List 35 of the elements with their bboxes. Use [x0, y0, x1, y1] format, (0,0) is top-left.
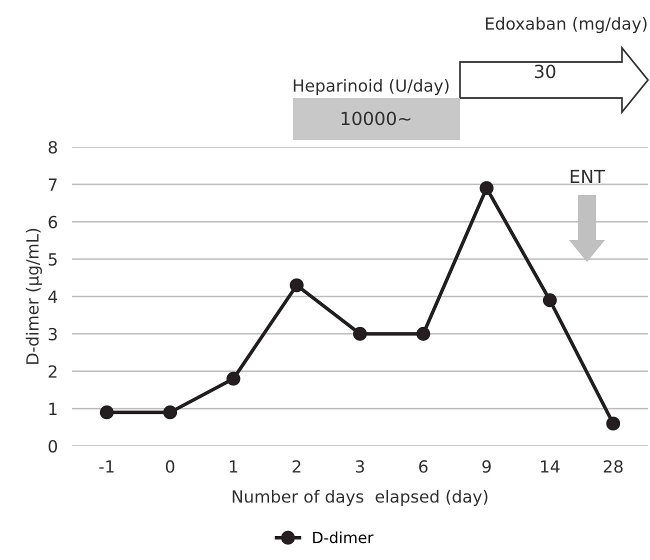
y-tick-label: 2: [48, 365, 56, 378]
y-tick-label: 1: [49, 402, 57, 415]
y-tick-label: 3: [48, 328, 57, 340]
point: [290, 278, 304, 292]
text: Edoxaban (mg/day): [486, 16, 647, 34]
x-tick-label: -1: [99, 460, 114, 473]
y-tick-label: 8: [48, 140, 57, 154]
point: [416, 326, 430, 341]
point: [480, 181, 494, 196]
y-axis-title: D-dimer (μg/mL): [26, 228, 42, 364]
point: [100, 405, 114, 420]
point: [606, 416, 620, 431]
x-tick-label: 0: [166, 460, 174, 473]
y-tick-label: 6: [48, 216, 58, 228]
y-tick-label: 5: [48, 253, 57, 266]
x-tick-label: 9: [482, 460, 491, 473]
point: [163, 405, 178, 420]
y-tick-label: 4: [48, 290, 58, 303]
x-axis-title: Number of days elapsed (day): [232, 490, 488, 506]
legend-label: D-dimer: [313, 531, 374, 544]
y-tick-label: 0: [48, 440, 58, 453]
x-tick-label: 1: [230, 460, 238, 473]
point: [226, 372, 240, 386]
text: 10000~: [342, 112, 410, 126]
x-tick-label: 3: [356, 460, 364, 473]
text: 30: [534, 64, 556, 78]
x-tick-label: 6: [419, 460, 428, 473]
point: [353, 326, 367, 341]
text: Heparinoid (U/day): [294, 78, 449, 96]
x-tick-label: 28: [604, 460, 623, 473]
point: [542, 293, 557, 308]
y-tick-label: 7: [48, 178, 57, 191]
x-tick-label: 2: [292, 460, 300, 473]
annotation: ENT: [570, 170, 606, 183]
x-tick-label: 14: [541, 460, 560, 473]
